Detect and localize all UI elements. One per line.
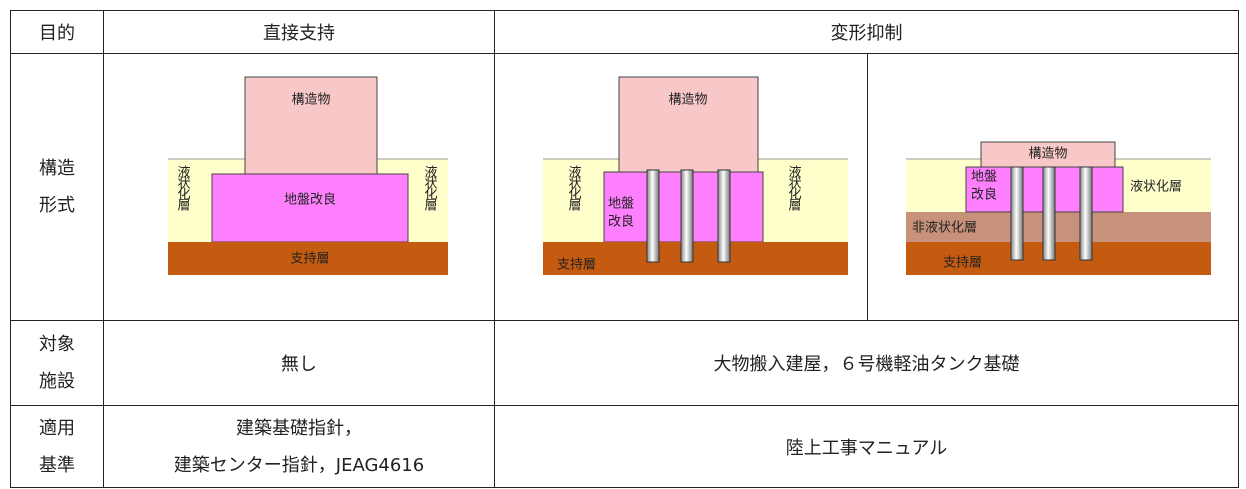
label-line: 構造 (39, 158, 75, 179)
comparison-table: 目的 直接支持 変形抑制 構造 形式 構造物 地盤改良 液状化層 液状化層 支持… (10, 10, 1239, 488)
liquefied-label: 液状化層 (786, 165, 802, 212)
row-label: 適用 基準 (10, 405, 104, 488)
liquefied-label: 液状化層 (422, 165, 438, 212)
support-layer (543, 241, 848, 275)
pile (646, 169, 660, 262)
standard-row: 適用 基準 建築基礎指針， 建築センター指針，JEAG4616 陸上工事マニュア… (10, 405, 1239, 488)
support-label: 支持層 (557, 257, 596, 272)
improvement-label: 地盤 (971, 169, 997, 184)
facility-row: 対象 施設 無し 大物搬入建屋，６号機軽油タンク基礎 (10, 320, 1239, 406)
structure (980, 141, 1116, 167)
cell: 建築基礎指針， 建築センター指針，JEAG4616 (103, 405, 495, 488)
improvement-label: 改良 (608, 213, 634, 229)
diagram-cell: 構造物 地盤 改良 液状化層 非液状化層 支持層 (867, 53, 1239, 321)
support-label: 支持層 (943, 255, 982, 270)
support-layer (168, 241, 448, 275)
pile (1042, 166, 1056, 260)
cell-text: 建築センター指針，JEAG4616 (173, 454, 425, 476)
label-line: 適用 (39, 417, 75, 439)
non-liquefied-layer (906, 211, 1211, 242)
pile (717, 169, 731, 262)
cell: 無し (103, 320, 495, 406)
diagram-cell: 構造物 地盤 改良 液状化層 液状化層 支持層 (494, 53, 868, 321)
support-label: 支持層 (290, 251, 329, 266)
cell-text: 陸上工事マニュアル (785, 437, 948, 459)
structure-label: 構造物 (291, 92, 330, 107)
improvement-label: 改良 (971, 186, 997, 202)
diagram-cell: 構造物 地盤改良 液状化層 液状化層 支持層 (103, 53, 495, 321)
ground-improvement (211, 173, 409, 242)
non-liquefied-label: 非液状化層 (912, 220, 977, 235)
improvement-label: 地盤改良 (284, 191, 336, 207)
pile (1010, 166, 1024, 260)
improvement-label: 地盤 (608, 196, 634, 211)
diagram: 構造物 地盤改良 液状化層 液状化層 支持層 (168, 76, 448, 275)
cell: 陸上工事マニュアル (494, 405, 1239, 488)
header-cell: 変形抑制 (494, 10, 1239, 54)
structure (618, 76, 759, 174)
header-row: 目的 直接支持 変形抑制 (10, 10, 1239, 54)
header-cell: 直接支持 (103, 10, 495, 54)
cell: 大物搬入建屋，６号機軽油タンク基礎 (494, 320, 1239, 406)
label-line: 対象 (39, 334, 75, 355)
cell-text: 大物搬入建屋，６号機軽油タンク基礎 (713, 354, 1020, 375)
liquefied-label: 液状化層 (1130, 179, 1182, 194)
label-line: 基準 (39, 454, 75, 476)
row-label: 対象 施設 (10, 320, 104, 406)
cell-text: 建築基礎指針， (236, 417, 362, 439)
label-line: 形式 (39, 195, 75, 216)
row-label: 構造 形式 (10, 53, 104, 321)
structure (244, 76, 378, 174)
diagram: 構造物 地盤 改良 液状化層 液状化層 支持層 (543, 76, 848, 275)
support-layer (906, 241, 1211, 275)
diagram: 構造物 地盤 改良 液状化層 非液状化層 支持層 (906, 141, 1211, 275)
diagram-row: 構造 形式 構造物 地盤改良 液状化層 液状化層 支持層 (10, 53, 1239, 321)
label-line: 施設 (39, 371, 75, 392)
header-cell: 目的 (10, 10, 104, 54)
pile (680, 169, 694, 262)
liquefied-label: 液状化層 (566, 165, 582, 212)
cell-text: 無し (281, 354, 317, 375)
liquefied-label: 液状化層 (175, 165, 191, 212)
structure-label: 構造物 (1028, 146, 1067, 161)
structure-label: 構造物 (668, 92, 707, 107)
pile (1079, 166, 1093, 260)
